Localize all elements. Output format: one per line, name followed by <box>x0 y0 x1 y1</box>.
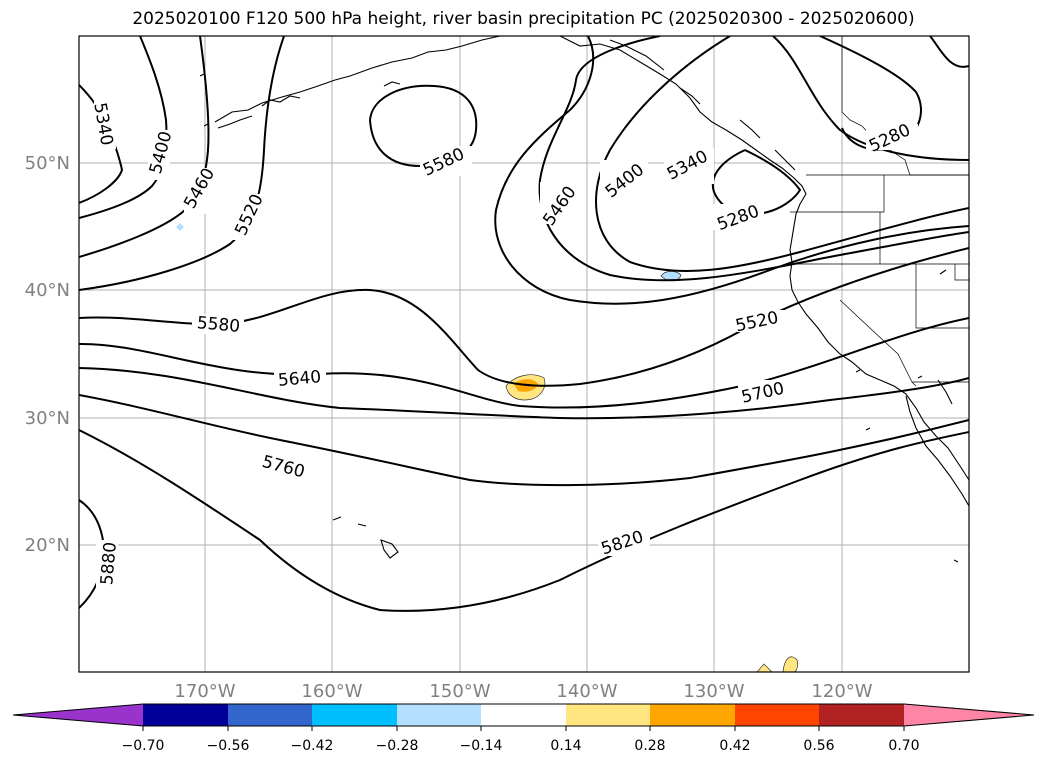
gridlines <box>79 36 969 672</box>
precip-positive-south <box>782 656 799 672</box>
colorbar-bin <box>397 704 481 726</box>
contour-label: 5640 <box>277 367 322 391</box>
lon-label: 170°W <box>174 681 235 702</box>
lon-label: 130°W <box>683 681 744 702</box>
lat-label: 30°N <box>25 408 70 429</box>
colorbar: −0.70 −0.56 −0.42 −0.28 −0.14 0.14 0.28 … <box>12 703 1035 754</box>
colorbar-tick-label: −0.14 <box>460 738 503 754</box>
colorbar-tick-label: 0.28 <box>634 738 665 754</box>
map-title: 2025020100 F120 500 hPa height, river ba… <box>132 9 915 29</box>
colorbar-bin <box>143 704 228 726</box>
lat-label: 20°N <box>25 535 70 556</box>
colorbar-bin <box>312 704 397 726</box>
colorbar-tick-label: −0.70 <box>122 738 165 754</box>
colorbar-tick-marks <box>142 726 905 731</box>
colorbar-tick-label: 0.70 <box>888 738 919 754</box>
contour-label: 5880 <box>97 541 121 586</box>
colorbar-tick-label: −0.28 <box>376 738 419 754</box>
colorbar-tick-label: 0.14 <box>550 738 581 754</box>
colorbar-extend-high <box>904 704 1034 726</box>
coastlines <box>107 36 969 563</box>
colorbar-tick-label: −0.56 <box>207 738 250 754</box>
colorbar-tick-label: 0.42 <box>719 738 750 754</box>
lat-label: 50°N <box>25 153 70 174</box>
lat-label: 40°N <box>25 280 70 301</box>
colorbar-tick-label: 0.56 <box>803 738 834 754</box>
colorbar-bin <box>650 704 735 726</box>
lon-label: 150°W <box>429 681 490 702</box>
colorbar-extend-low <box>13 704 143 726</box>
longitude-labels: 170°W 160°W 150°W 140°W 130°W 120°W <box>174 681 872 702</box>
latitude-labels: 50°N 40°N 30°N 20°N <box>25 153 70 556</box>
contour-label-backgrounds <box>94 101 918 588</box>
contour-labels: 5340 5400 5460 5520 5580 5640 5760 5880 … <box>89 101 913 586</box>
colorbar-bin <box>228 704 312 726</box>
colorbar-tick-labels: −0.70 −0.56 −0.42 −0.28 −0.14 0.14 0.28 … <box>122 738 920 754</box>
colorbar-bin <box>481 704 566 726</box>
contour-label: 5580 <box>196 313 241 337</box>
precip-positive-south-2 <box>756 663 773 672</box>
colorbar-bin <box>566 704 650 726</box>
colorbar-tick-label: −0.42 <box>291 738 334 754</box>
precipitation-shading <box>176 223 799 672</box>
lon-label: 160°W <box>301 681 362 702</box>
colorbar-bin <box>735 704 819 726</box>
lon-label: 120°W <box>811 681 872 702</box>
colorbar-bin <box>819 704 904 726</box>
lon-label: 140°W <box>556 681 617 702</box>
precip-negative-small <box>176 223 184 231</box>
political-boundaries <box>790 36 969 387</box>
map-frame <box>78 35 970 673</box>
